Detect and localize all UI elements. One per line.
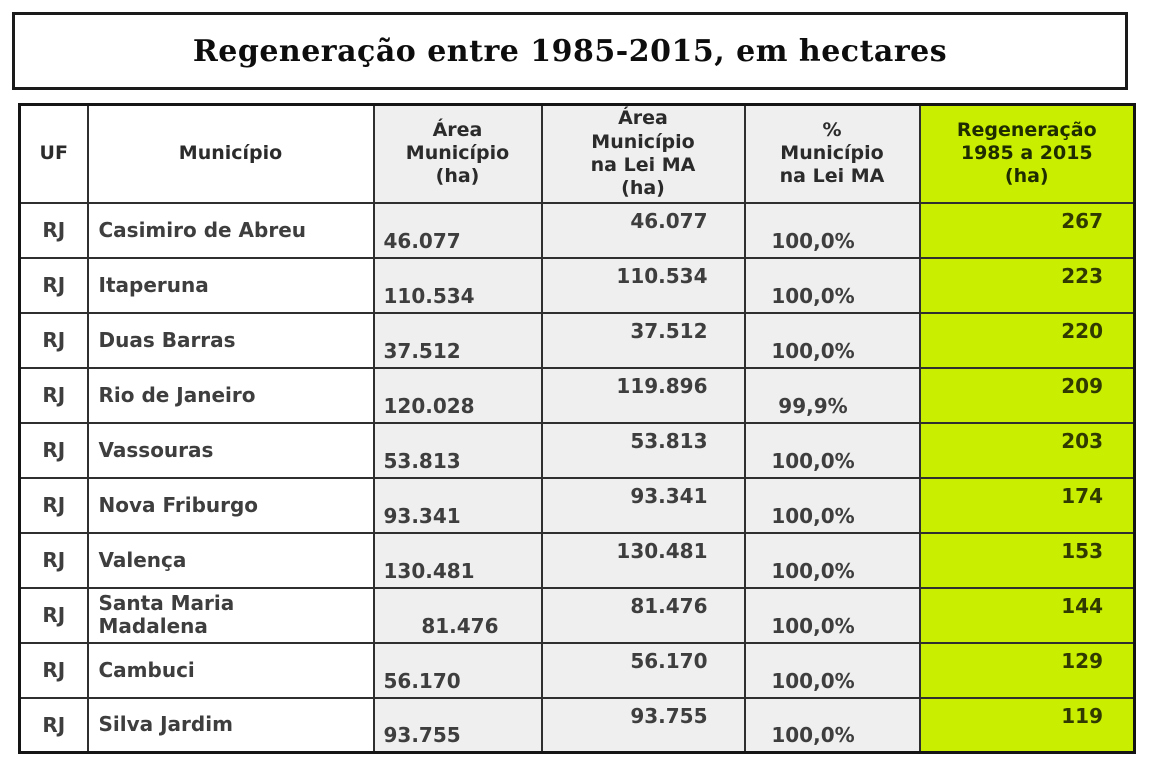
cell-uf: RJ xyxy=(18,366,89,424)
cell-area_lei: 110.534 xyxy=(540,256,746,314)
cell-pct: 100,0% xyxy=(743,641,921,699)
cell-reg: 144 xyxy=(918,586,1136,644)
table-row: RJ Rio de Janeiro 120.028 119.896 99,9% 209 xyxy=(18,366,1136,424)
cell-uf: RJ xyxy=(18,641,89,699)
column-header-area_lei: Área Município na Lei MA (ha) xyxy=(540,103,746,204)
cell-area: 130.481 xyxy=(372,531,543,589)
table-row: RJ Itaperuna 110.534 110.534 100,0% 223 xyxy=(18,256,1136,314)
column-header-uf: UF xyxy=(18,103,89,204)
cell-reg: 267 xyxy=(918,201,1136,259)
cell-uf: RJ xyxy=(18,256,89,314)
cell-reg: 223 xyxy=(918,256,1136,314)
cell-area_lei: 46.077 xyxy=(540,201,746,259)
cell-reg: 119 xyxy=(918,696,1136,754)
cell-area_lei: 119.896 xyxy=(540,366,746,424)
cell-area: 81.476 xyxy=(372,586,543,644)
title-box: Regeneração entre 1985-2015, em hectares xyxy=(12,12,1128,90)
table-row: RJ Duas Barras 37.512 37.512 100,0% 220 xyxy=(18,311,1136,369)
cell-area_lei: 37.512 xyxy=(540,311,746,369)
cell-municipio: Silva Jardim xyxy=(86,696,375,754)
table-row: RJ Casimiro de Abreu 46.077 46.077 100,0% 267 xyxy=(18,201,1136,259)
cell-reg: 153 xyxy=(918,531,1136,589)
cell-municipio: Nova Friburgo xyxy=(86,476,375,534)
page-title: Regeneração entre 1985-2015, em hectares xyxy=(192,33,948,69)
cell-pct: 100,0% xyxy=(743,256,921,314)
cell-reg: 203 xyxy=(918,421,1136,479)
cell-reg: 209 xyxy=(918,366,1136,424)
cell-pct: 100,0% xyxy=(743,421,921,479)
cell-area: 56.170 xyxy=(372,641,543,699)
cell-area: 37.512 xyxy=(372,311,543,369)
regeneration-data-table: UF Município Área Município (ha) Área Municípi… xyxy=(18,103,1136,754)
table-row: RJ Valença 130.481 130.481 100,0% 153 xyxy=(18,531,1136,589)
cell-uf: RJ xyxy=(18,476,89,534)
cell-uf: RJ xyxy=(18,421,89,479)
table-row: RJ Santa Maria Madalena 81.476 81.476 100,0% 1… xyxy=(18,586,1136,644)
cell-area: 93.755 xyxy=(372,696,543,754)
cell-municipio: Casimiro de Abreu xyxy=(86,201,375,259)
table-header-row: UF Município Área Município (ha) Área Municípi… xyxy=(18,103,1136,204)
cell-uf: RJ xyxy=(18,311,89,369)
cell-reg: 129 xyxy=(918,641,1136,699)
cell-uf: RJ xyxy=(18,201,89,259)
cell-area: 110.534 xyxy=(372,256,543,314)
cell-municipio: Rio de Janeiro xyxy=(86,366,375,424)
cell-area: 93.341 xyxy=(372,476,543,534)
cell-area_lei: 81.476 xyxy=(540,586,746,644)
table-row: RJ Silva Jardim 93.755 93.755 100,0% 119 xyxy=(18,696,1136,754)
cell-uf: RJ xyxy=(18,696,89,754)
cell-municipio: Itaperuna xyxy=(86,256,375,314)
cell-pct: 100,0% xyxy=(743,586,921,644)
cell-area_lei: 56.170 xyxy=(540,641,746,699)
cell-area: 46.077 xyxy=(372,201,543,259)
cell-municipio: Vassouras xyxy=(86,421,375,479)
cell-reg: 174 xyxy=(918,476,1136,534)
cell-pct: 99,9% xyxy=(743,366,921,424)
cell-pct: 100,0% xyxy=(743,311,921,369)
cell-reg: 220 xyxy=(918,311,1136,369)
cell-area_lei: 130.481 xyxy=(540,531,746,589)
cell-municipio: Santa Maria Madalena xyxy=(86,586,375,644)
cell-area: 53.813 xyxy=(372,421,543,479)
cell-area: 120.028 xyxy=(372,366,543,424)
cell-uf: RJ xyxy=(18,531,89,589)
column-header-pct: % Município na Lei MA xyxy=(743,103,921,204)
cell-municipio: Cambuci xyxy=(86,641,375,699)
cell-uf: RJ xyxy=(18,586,89,644)
table-row: RJ Nova Friburgo 93.341 93.341 100,0% 174 xyxy=(18,476,1136,534)
column-header-municipio: Município xyxy=(86,103,375,204)
cell-area_lei: 93.341 xyxy=(540,476,746,534)
cell-municipio: Valença xyxy=(86,531,375,589)
cell-pct: 100,0% xyxy=(743,696,921,754)
table-row: RJ Vassouras 53.813 53.813 100,0% 203 xyxy=(18,421,1136,479)
cell-area_lei: 93.755 xyxy=(540,696,746,754)
regeneration-table-container: UF Município Área Município (ha) Área Municípi… xyxy=(18,103,1152,754)
cell-pct: 100,0% xyxy=(743,201,921,259)
cell-municipio: Duas Barras xyxy=(86,311,375,369)
cell-pct: 100,0% xyxy=(743,531,921,589)
cell-area_lei: 53.813 xyxy=(540,421,746,479)
table-row: RJ Cambuci 56.170 56.170 100,0% 129 xyxy=(18,641,1136,699)
column-header-reg: Regeneração 1985 a 2015 (ha) xyxy=(918,103,1136,204)
column-header-area: Área Município (ha) xyxy=(372,103,543,204)
cell-pct: 100,0% xyxy=(743,476,921,534)
